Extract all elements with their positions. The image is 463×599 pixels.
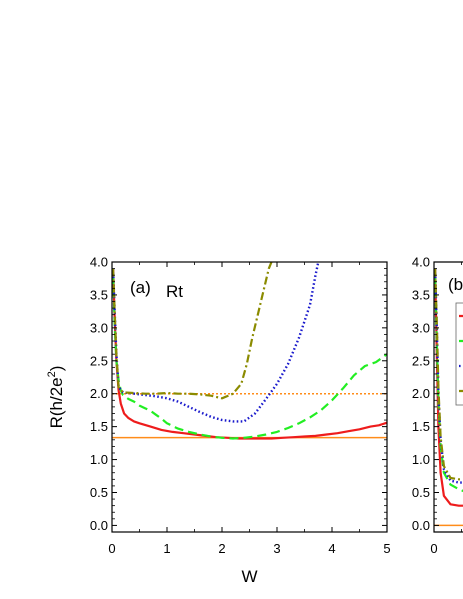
y-axis-title: R(h/2e2)	[46, 366, 66, 429]
a-x-tick-label: 3	[273, 541, 280, 556]
a-x-tick-label: 5	[383, 541, 390, 556]
a-y-tick-label: 0.5	[90, 485, 108, 500]
a-x-tick-label: 1	[163, 541, 170, 556]
panel-label-a: (a)	[130, 278, 151, 297]
legend-b	[455, 302, 463, 406]
a-x-tick-label: 0	[108, 541, 115, 556]
b-y-tick-label: 3.0	[412, 320, 430, 335]
panel-label-b: (b	[448, 275, 463, 294]
y-axis-title-sup: 2	[46, 371, 58, 377]
a-y-tick-label: 2.0	[90, 386, 108, 401]
plot-frame-b	[433, 261, 463, 533]
a-y-tick-label: 1.0	[90, 452, 108, 467]
legend-box	[455, 302, 463, 406]
a-y-tick-label: 1.5	[90, 419, 108, 434]
y-axis-title-main: R(h/2e	[47, 377, 66, 428]
b-y-tick-label: 2.5	[412, 353, 430, 368]
panel-a: 0.0 0.5 1.0 1.5 2.0 2.5 3.0 3.5 4.0 0 1 2 3 4 5 (a) R…	[46, 255, 391, 587]
b-series-line-2	[434, 268, 463, 484]
x-axis-title: W	[241, 567, 257, 586]
a-y-tick-label: 4.0	[90, 255, 108, 270]
a-y-tick-label: 2.5	[90, 353, 108, 368]
b-y-tick-label: 1.5	[412, 419, 430, 434]
a-x-tick-label: 4	[328, 541, 335, 556]
b-y-tick-label: 2.0	[412, 386, 430, 401]
b-y-tick-label: 3.5	[412, 287, 430, 302]
a-y-tick-label: 3.5	[90, 287, 108, 302]
b-y-tick-label: 4.0	[412, 255, 430, 270]
a-series-line-1	[112, 275, 387, 440]
b-y-tick-label: 1.0	[412, 452, 430, 467]
a-x-tick-label: 2	[218, 541, 225, 556]
b-y-tick-label: 0.0	[412, 518, 430, 533]
b-x-tick-label: 0	[430, 541, 437, 556]
y-axis-title-close: )	[47, 366, 66, 372]
b-y-tick-label: 0.5	[412, 485, 430, 500]
annotation-rt: Rt	[166, 282, 183, 301]
a-series-line-3	[112, 262, 273, 400]
a-y-tick-label: 0.0	[90, 518, 108, 533]
panel-b: 0.0 0.5 1.0 1.5 2.0 2.5 3.0 3.5 4.0 0 (b	[412, 255, 463, 556]
b-series-line-3	[434, 268, 463, 481]
a-y-tick-label: 3.0	[90, 320, 108, 335]
